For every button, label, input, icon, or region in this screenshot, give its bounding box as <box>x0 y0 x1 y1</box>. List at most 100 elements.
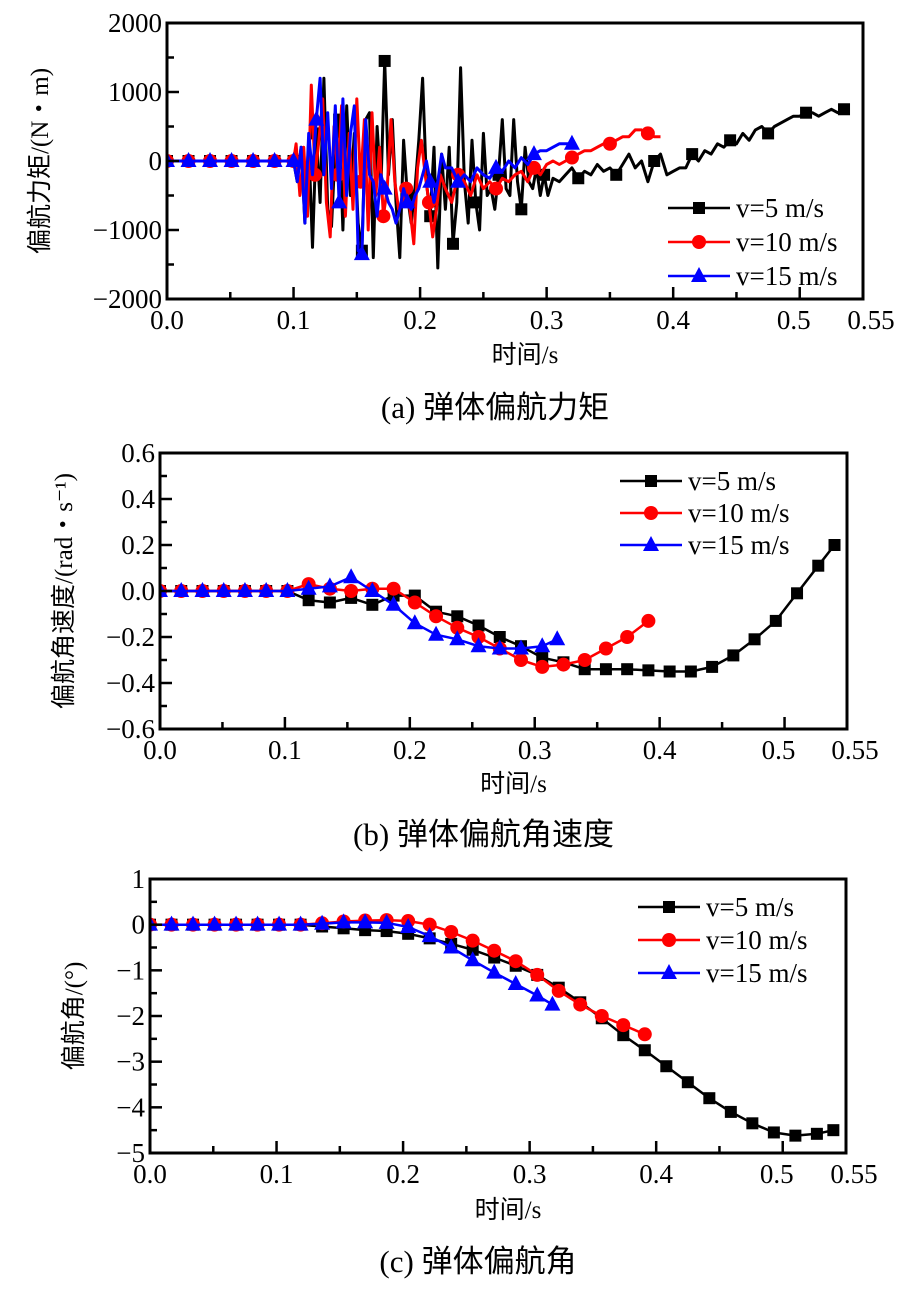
data-point-circle <box>641 613 656 628</box>
y-tick-label: 1 <box>132 864 146 894</box>
data-point-square <box>660 1060 673 1073</box>
legend-marker-triangle <box>691 267 707 282</box>
data-point-circle <box>407 595 422 610</box>
data-point-circle <box>376 209 391 224</box>
data-point-square <box>302 594 315 607</box>
x-tick-label: 0.5 <box>762 735 796 765</box>
y-tick-label: −0.2 <box>106 622 155 652</box>
data-point-triangle <box>185 915 202 931</box>
data-point-circle <box>598 641 613 656</box>
data-point-triangle <box>399 193 416 209</box>
data-point-circle <box>577 653 592 667</box>
x-tick-label: 0.3 <box>518 735 552 765</box>
legend-label: v=15 m/s <box>688 530 790 560</box>
y-tick-label: 1000 <box>108 77 162 107</box>
data-point-triangle <box>163 915 180 931</box>
data-point-triangle <box>421 927 438 943</box>
data-point-square <box>812 559 825 572</box>
data-point-triangle <box>534 637 551 653</box>
data-point-square <box>746 1117 759 1130</box>
data-point-circle <box>489 181 504 196</box>
y-tick-label: −0.4 <box>106 668 155 698</box>
legend-item: v=15 m/s <box>620 530 790 560</box>
data-point-triangle <box>525 145 542 161</box>
legend-marker-triangle <box>661 964 677 979</box>
data-point-square <box>648 155 661 167</box>
data-point-square <box>638 1044 651 1057</box>
data-point-circle <box>530 967 545 982</box>
data-point-triangle <box>364 582 381 597</box>
data-point-square <box>727 649 740 662</box>
data-point-circle <box>386 581 401 596</box>
data-point-triangle <box>167 152 175 167</box>
data-point-triangle <box>194 582 211 597</box>
data-point-triangle <box>285 152 302 167</box>
data-point-triangle <box>300 579 317 595</box>
data-point-circle <box>573 997 588 1012</box>
y-tick-label: −2000 <box>93 284 162 314</box>
data-point-triangle <box>249 915 266 931</box>
data-point-square <box>706 660 719 673</box>
data-point-square <box>810 1127 823 1140</box>
data-point-triangle <box>385 595 402 611</box>
y-axis-title: 偏航角速度/(rad・s⁻¹) <box>50 473 78 709</box>
legend-label: v=10 m/s <box>706 925 808 955</box>
legend-marker-square <box>663 901 675 913</box>
legend-item: v=5 m/s <box>620 466 776 496</box>
data-point-triangle <box>491 639 508 655</box>
y-axis-title: 偏航角/(°) <box>60 962 88 1071</box>
data-point-square <box>469 196 482 209</box>
data-point-square <box>515 203 528 216</box>
data-point-triangle <box>215 582 232 597</box>
data-point-circle <box>513 653 528 667</box>
data-point-square <box>789 1129 802 1142</box>
data-point-triangle <box>173 582 190 597</box>
data-point-square <box>323 596 336 609</box>
x-axis-title: 时间/s <box>475 1196 542 1224</box>
data-point-square <box>572 172 585 185</box>
data-point-triangle <box>206 915 223 931</box>
legend-label: v=5 m/s <box>736 193 824 223</box>
data-point-circle <box>637 1027 652 1042</box>
data-point-square <box>493 631 506 643</box>
data-point-circle <box>594 1009 609 1023</box>
data-point-square <box>451 610 464 623</box>
data-point-circle <box>602 136 617 151</box>
x-tick-label: 0.4 <box>656 305 690 335</box>
data-point-circle <box>444 924 459 939</box>
data-point-square <box>703 1092 716 1105</box>
data-point-triangle <box>357 913 374 929</box>
data-point-circle <box>308 167 323 182</box>
x-tick-label: 0.3 <box>530 305 564 335</box>
series-line <box>167 83 661 246</box>
data-point-triangle <box>343 568 360 584</box>
y-tick-label: −1000 <box>93 215 162 245</box>
y-tick-label: −2 <box>116 1001 145 1031</box>
legend-label: v=15 m/s <box>736 261 838 291</box>
data-point-triangle <box>428 625 445 641</box>
y-tick-label: −1 <box>116 955 145 985</box>
data-point-triangle <box>544 995 561 1011</box>
legend-marker-circle <box>644 506 658 520</box>
series-line <box>167 76 576 256</box>
data-point-square <box>642 664 655 677</box>
x-tick-label: 0.0 <box>143 735 177 765</box>
x-tick-label: 0.1 <box>277 305 311 335</box>
legend-marker-circle <box>662 933 676 947</box>
x-tick-label: 0.55 <box>847 305 894 335</box>
data-point-square <box>663 665 676 678</box>
data-point-square <box>610 168 623 181</box>
data-point-square <box>684 665 697 678</box>
data-point-triangle <box>449 630 466 646</box>
y-axis-title: 偏航力矩/(N・m) <box>26 68 54 254</box>
data-point-triangle <box>150 915 158 931</box>
data-point-circle <box>487 943 502 958</box>
data-point-square <box>366 598 379 611</box>
data-point-triangle <box>228 915 245 931</box>
x-tick-label: 0.2 <box>403 305 437 335</box>
x-tick-label: 0.55 <box>830 1159 877 1189</box>
data-point-triangle <box>450 172 467 188</box>
data-point-triangle <box>464 951 481 967</box>
data-point-circle <box>465 933 480 948</box>
